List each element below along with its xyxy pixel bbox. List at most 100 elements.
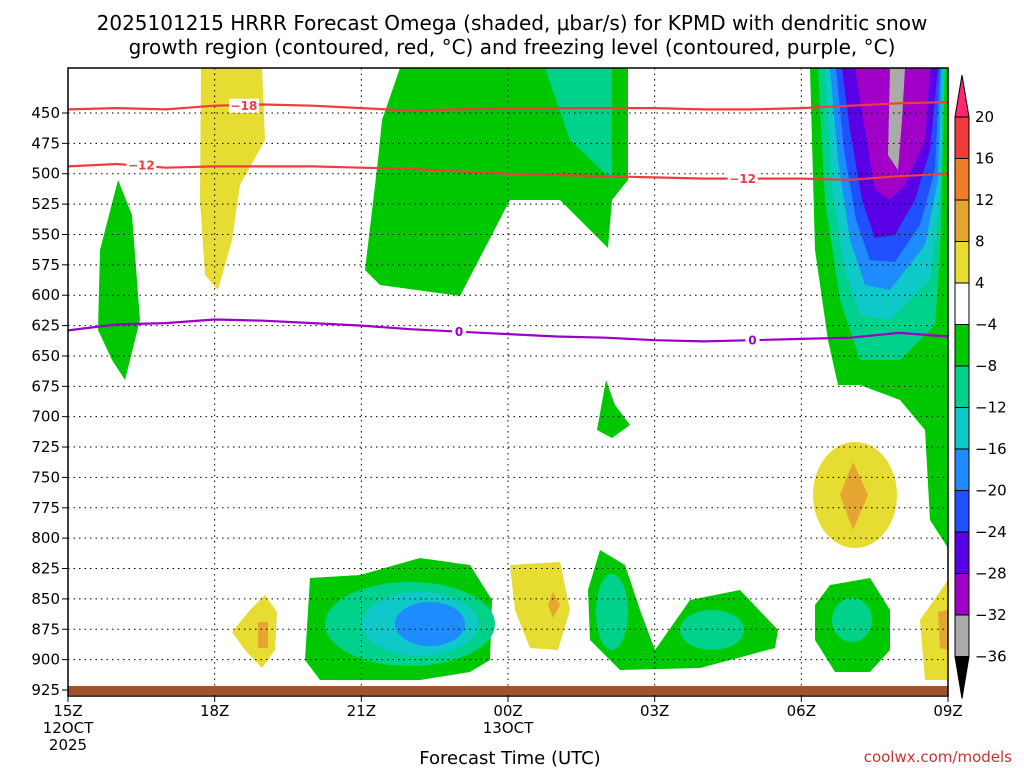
colorbar-swatch [954, 614, 970, 657]
title-line-1: 2025101215 HRRR Forecast Omega (shaded, … [97, 11, 928, 35]
y-tick-label: 550 [31, 225, 60, 243]
contour-line [67, 162, 949, 181]
temperature-contours [67, 101, 949, 343]
y-axis-ticks: 450 475 500 525 550 575 600 625 650 675 700 725 750 7… [31, 104, 68, 699]
sinking-area-blue-2 [395, 602, 465, 646]
colorbar-label: 4 [975, 274, 985, 292]
colorbar-swatch [954, 324, 970, 367]
contour-label: −12 [128, 159, 155, 173]
colorbar: 20 16 12 8 4 −4 −8 −12 −16 −20 −24 −28 −32 −36 [954, 74, 1007, 699]
colorbar-swatch [954, 573, 970, 616]
colorbar-swatch [954, 158, 970, 201]
contour-label-bg [126, 158, 157, 173]
sinking-area-gray [888, 68, 905, 170]
sinking-area-teal-4 [596, 574, 628, 650]
colorbar-swatch [954, 199, 970, 242]
x-tick-sublabel: 2025 [49, 736, 87, 754]
contour-label-bg [229, 98, 259, 113]
colorbar-swatch [954, 241, 970, 284]
colorbar-label: −32 [975, 606, 1007, 624]
colorbar-swatch [954, 490, 970, 533]
x-axis-label: Forecast Time (UTC) [419, 748, 600, 768]
y-tick-label: 825 [31, 560, 60, 578]
sinking-area-teal-5 [680, 610, 744, 650]
x-tick-label: 03Z [640, 702, 669, 720]
rising-area-orange-2 [258, 622, 268, 648]
colorbar-label: −24 [975, 523, 1007, 541]
x-tick-sublabel: 13OCT [483, 719, 534, 737]
contour-line [67, 101, 949, 112]
x-tick-label: 00Z [493, 702, 522, 720]
sinking-area-teal-6 [832, 598, 872, 642]
rising-area-orange-1 [840, 462, 868, 530]
sinking-area-green-1 [98, 180, 140, 380]
colorbar-swatch [954, 531, 970, 574]
colorbar-label: −20 [975, 482, 1007, 500]
colorbar-swatch [954, 407, 970, 450]
rising-area-orange-3 [548, 592, 560, 618]
rising-area-yellow-3 [232, 595, 277, 668]
colorbar-label: −8 [975, 357, 997, 375]
title-line-2: growth region (contoured, red, °C) and f… [129, 35, 896, 59]
colorbar-label: −36 [975, 648, 1007, 666]
y-tick-label: 575 [31, 256, 60, 274]
colorbar-top-arrow [954, 74, 970, 118]
contour-label: −18 [231, 99, 258, 113]
colorbar-label: 8 [975, 233, 985, 251]
y-tick-label: 900 [31, 651, 60, 669]
y-tick-label: 775 [31, 499, 60, 517]
y-tick-label: 650 [31, 347, 60, 365]
sinking-area-teal-1 [545, 68, 612, 180]
y-tick-label: 450 [31, 104, 60, 122]
x-tick-label: 09Z [933, 702, 962, 720]
y-tick-label: 850 [31, 590, 60, 608]
contour-label-bg [452, 324, 467, 339]
colorbar-label: −16 [975, 440, 1007, 458]
rising-area-yellow-5 [920, 580, 948, 680]
colorbar-bottom-arrow [954, 656, 970, 699]
y-tick-label: 925 [31, 681, 60, 699]
rising-area-yellow-4 [510, 562, 570, 650]
x-tick-label: 21Z [347, 702, 376, 720]
colorbar-label: −12 [975, 399, 1007, 417]
y-tick-label: 500 [31, 165, 60, 183]
contour-label-bg [727, 171, 758, 186]
y-tick-label: 675 [31, 377, 60, 395]
colorbar-label: 12 [975, 191, 994, 209]
colorbar-swatch [954, 116, 970, 159]
y-tick-label: 725 [31, 438, 60, 456]
omega-shading [98, 68, 948, 680]
colorbar-label: −28 [975, 565, 1007, 583]
y-tick-label: 875 [31, 620, 60, 638]
rising-area-yellow-1 [200, 68, 265, 290]
y-tick-label: 600 [31, 286, 60, 304]
surface-ground [68, 686, 948, 695]
sinking-area-green-2 [365, 68, 628, 296]
y-tick-label: 800 [31, 529, 60, 547]
y-tick-label: 750 [31, 468, 60, 486]
x-tick-label: 18Z [200, 702, 229, 720]
colorbar-label: 20 [975, 108, 994, 126]
contour-label: −12 [729, 172, 756, 186]
contour-labels: −18 −12 −12 0 0 [126, 98, 760, 348]
rising-area-orange-4 [938, 610, 948, 650]
contour-label: 0 [748, 334, 756, 348]
y-tick-label: 625 [31, 317, 60, 335]
colorbar-swatch [954, 365, 970, 408]
sinking-area-green-3 [597, 380, 630, 438]
credit-text: coolwx.com/models [864, 748, 1012, 766]
colorbar-label: −4 [975, 316, 997, 334]
x-tick-label: 06Z [787, 702, 816, 720]
colorbar-swatch [954, 448, 970, 491]
y-tick-label: 475 [31, 134, 60, 152]
y-tick-label: 700 [31, 408, 60, 426]
contour-line [67, 318, 949, 343]
x-tick-sublabel: 12OCT [43, 719, 94, 737]
y-tick-label: 525 [31, 195, 60, 213]
colorbar-swatch [954, 282, 970, 325]
colorbar-label: 16 [975, 150, 994, 168]
x-tick-label: 15Z [53, 702, 82, 720]
contour-label: 0 [455, 325, 463, 339]
